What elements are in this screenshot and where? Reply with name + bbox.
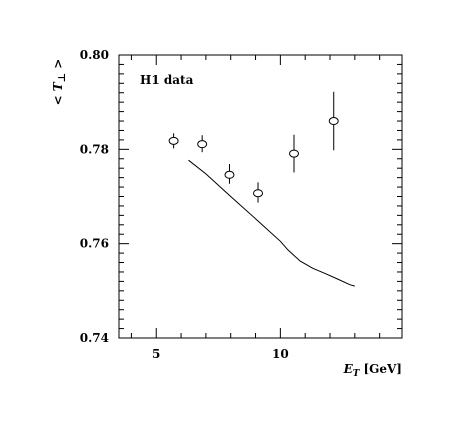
prediction-curve xyxy=(188,159,355,287)
y-tick-label: 0.76 xyxy=(80,237,109,251)
data-point xyxy=(253,182,264,203)
data-marker xyxy=(289,149,300,158)
y-axis-subscript: ⊥ xyxy=(57,73,68,83)
data-marker xyxy=(197,140,208,149)
y-axis-symbol: T xyxy=(51,81,65,91)
axis-ticks xyxy=(119,54,402,339)
data-marker xyxy=(224,170,235,179)
x-axis-subscript: T xyxy=(353,369,361,379)
x-axis-unit: [GeV] xyxy=(363,362,402,376)
prediction-curve-layer xyxy=(188,159,355,287)
data-point xyxy=(197,135,208,153)
data-points-layer xyxy=(168,91,339,203)
data-point xyxy=(328,91,339,151)
data-point xyxy=(289,134,300,173)
data-point xyxy=(224,163,235,184)
axis-tick-labels: 5 10 0.74 0.76 0.78 0.80 xyxy=(80,48,289,361)
x-tick-label: 10 xyxy=(272,347,289,361)
data-marker xyxy=(253,189,264,198)
y-tick-label: 0.80 xyxy=(80,48,109,62)
data-point xyxy=(168,133,179,149)
data-marker xyxy=(168,136,179,145)
x-tick-label: 5 xyxy=(152,347,160,361)
y-axis-close-bracket: > xyxy=(51,59,65,69)
x-axis-title: ET [GeV] xyxy=(343,362,402,379)
data-marker xyxy=(328,117,339,126)
y-tick-label: 0.74 xyxy=(80,331,109,345)
legend-annotation: H1 data xyxy=(140,73,194,87)
y-tick-label: 0.78 xyxy=(80,142,109,156)
x-axis-symbol: E xyxy=(343,362,354,376)
y-axis-open-bracket: < xyxy=(51,95,65,105)
y-axis-title: < T⊥ > xyxy=(51,59,68,106)
